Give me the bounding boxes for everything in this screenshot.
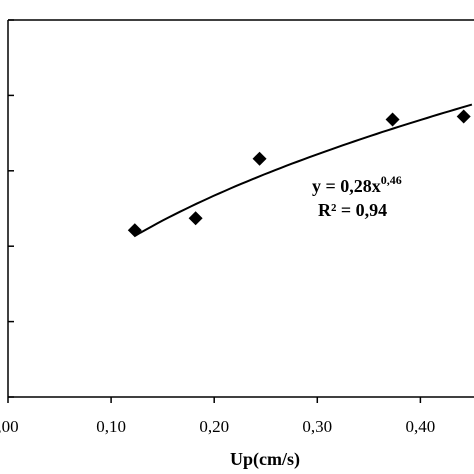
x-tick-label: 0,40 [406,417,436,436]
data-point [188,211,203,226]
trend-line [134,103,473,237]
data-point [127,223,142,238]
equation-exponent: 0,46 [381,173,402,187]
data-point [385,112,400,127]
r-squared: R² = 0,94 [318,200,387,220]
x-tick-label: 0,20 [199,417,229,436]
equation-text: y = 0,28x [312,176,381,196]
x-axis-label: Up(cm/s) [230,449,300,470]
x-tick-label: 0,30 [302,417,332,436]
data-point [252,151,267,166]
x-tick-label: 0,10 [96,417,126,436]
x-tick-label: ,00 [0,417,19,436]
trend-equation: y = 0,28x0,46 [312,173,402,196]
data-point [456,109,471,124]
